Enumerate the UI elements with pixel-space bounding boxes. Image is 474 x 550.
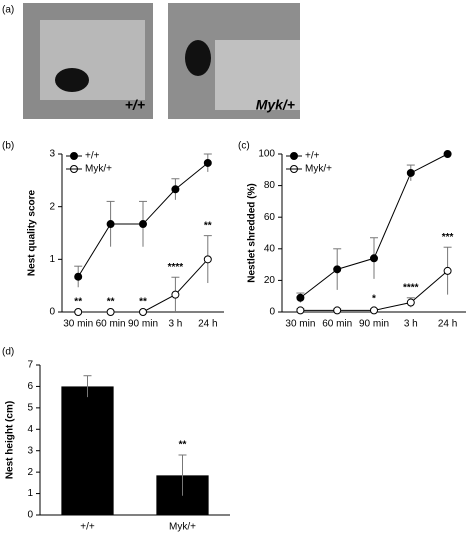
marker xyxy=(370,254,378,263)
marker xyxy=(203,158,212,167)
x-tick-label: 24 h xyxy=(198,319,217,330)
x-tick-label: +/+ xyxy=(80,522,95,533)
marker xyxy=(74,308,83,316)
panel-label: (c) xyxy=(238,141,250,152)
y-tick-label: 80 xyxy=(264,180,276,191)
panel-label: (a) xyxy=(2,5,14,16)
x-tick-label: 30 min xyxy=(285,319,315,330)
y-tick-label: 0 xyxy=(49,307,55,318)
marker xyxy=(139,308,147,316)
y-tick-label: 0 xyxy=(269,307,275,318)
y-tick-label: 1 xyxy=(49,254,55,265)
legend-label: Myk/+ xyxy=(85,164,112,175)
y-tick-label: 5 xyxy=(27,402,33,413)
x-tick-label: 30 min xyxy=(63,319,93,330)
x-tick-label: 60 min xyxy=(96,319,126,330)
y-tick-label: 7 xyxy=(27,360,33,371)
marker xyxy=(203,255,212,264)
significance: *** xyxy=(442,232,454,243)
y-axis-title: Nest quality score xyxy=(27,189,38,276)
y-tick-label: 100 xyxy=(258,149,275,160)
panel-label: (d) xyxy=(2,347,14,358)
x-tick-label: 24 h xyxy=(438,319,457,330)
legend-label: +/+ xyxy=(85,151,100,162)
marker xyxy=(333,265,342,274)
photo-bedding xyxy=(40,20,145,100)
x-tick-label: 90 min xyxy=(128,319,158,330)
y-axis-title: Nest height (cm) xyxy=(5,401,16,479)
photo-mouse xyxy=(185,40,211,76)
marker xyxy=(296,293,305,302)
y-tick-label: 2 xyxy=(49,201,55,212)
x-tick-label: 90 min xyxy=(359,319,389,330)
y-tick-label: 40 xyxy=(264,243,276,254)
photo-label: +/+ xyxy=(125,97,145,113)
marker xyxy=(74,272,83,281)
y-tick-label: 6 xyxy=(27,381,33,392)
marker xyxy=(139,220,147,229)
marker xyxy=(406,168,415,177)
y-tick-label: 3 xyxy=(27,445,33,456)
significance: ** xyxy=(74,297,82,308)
marker xyxy=(370,306,378,315)
significance: ** xyxy=(204,220,212,231)
bar xyxy=(61,386,114,515)
marker xyxy=(106,220,115,229)
photo-label: Myk/+ xyxy=(256,97,295,113)
photo-mouse xyxy=(55,68,89,92)
significance: * xyxy=(298,293,302,304)
y-tick-label: 1 xyxy=(27,488,33,499)
significance: * xyxy=(372,293,376,304)
significance: ** xyxy=(179,440,187,451)
marker xyxy=(443,266,452,275)
marker xyxy=(171,290,180,299)
y-tick-label: 2 xyxy=(27,467,33,478)
legend-label: +/+ xyxy=(305,151,320,162)
marker xyxy=(443,150,452,158)
marker xyxy=(106,308,115,316)
significance: ** xyxy=(139,297,147,308)
significance: **** xyxy=(403,282,419,293)
marker xyxy=(296,306,305,315)
photo-bedding xyxy=(215,40,300,110)
y-axis-title: Nestlet shredded (%) xyxy=(247,183,258,282)
marker xyxy=(406,298,415,307)
y-tick-label: 60 xyxy=(264,212,276,223)
significance: ** xyxy=(107,297,115,308)
y-tick-label: 0 xyxy=(27,510,33,521)
x-tick-label: 3 h xyxy=(404,319,418,330)
legend-label: Myk/+ xyxy=(305,164,332,175)
significance: **** xyxy=(168,262,184,273)
x-tick-label: Myk/+ xyxy=(169,522,196,533)
panel-label: (b) xyxy=(2,141,14,152)
y-tick-label: 4 xyxy=(27,424,33,435)
x-tick-label: 60 min xyxy=(322,319,352,330)
marker xyxy=(333,306,342,315)
y-tick-label: 20 xyxy=(264,275,276,286)
x-tick-label: 3 h xyxy=(168,319,182,330)
y-tick-label: 3 xyxy=(49,149,55,160)
marker xyxy=(171,185,180,194)
